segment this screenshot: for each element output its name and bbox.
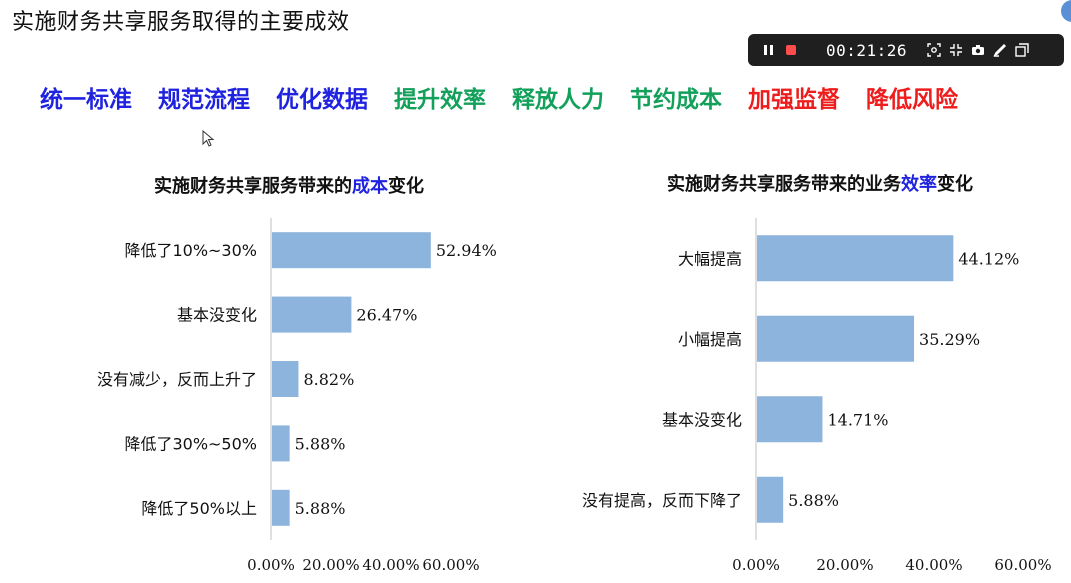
bar [272,361,299,397]
chart-title: 实施财务共享服务带来的成本变化 [154,175,424,197]
keyword-3: 优化数据 [276,87,368,113]
keyword-6: 节约成本 [630,87,722,113]
category-label: 没有提高，反而下降了 [582,491,742,510]
tick-label: 20.00% [816,556,873,574]
screenshot-region-icon[interactable] [923,39,945,61]
chart-title-part: 变化 [937,173,973,195]
keyword-2: 规范流程 [158,87,250,113]
keyword-8: 降低风险 [866,87,958,113]
data-label: 14.71% [827,410,888,429]
category-label: 降低了10%~30% [124,241,257,260]
data-label: 35.29% [919,330,980,349]
chart-title-part: 实施财务共享服务带来的 [154,175,352,197]
data-label: 26.47% [356,306,417,325]
tick-label: 60.00% [994,556,1051,574]
tick-label: 0.00% [732,556,780,574]
tick-label: 60.00% [422,556,479,574]
category-label: 基本没变化 [662,410,742,429]
bar [757,235,954,282]
chart-title: 实施财务共享服务带来的业务效率变化 [667,173,973,195]
keyword-4: 提升效率 [394,87,486,113]
stop-icon[interactable] [780,39,802,61]
keyword-7: 加强监督 [748,87,840,113]
tick-label: 20.00% [302,556,359,574]
category-label: 降低了30%~50% [124,434,257,453]
data-label: 52.94% [436,241,497,260]
tick-label: 0.00% [247,556,295,574]
tick-label: 40.00% [905,556,962,574]
bar [757,476,784,523]
collapse-icon[interactable] [945,39,967,61]
bar [272,232,431,269]
data-label: 5.88% [295,499,346,518]
chart-title-part: 实施财务共享服务带来的业务 [667,173,902,195]
pen-icon[interactable] [989,39,1011,61]
category-label: 降低了50%以上 [141,499,257,518]
keyword-1: 统一标准 [40,87,132,113]
chart-title-part: 成本 [352,175,388,197]
pause-icon[interactable] [758,39,780,61]
tick-label: 40.00% [362,556,419,574]
camera-icon[interactable] [967,39,989,61]
bar [272,296,352,333]
bar [757,396,823,443]
category-label: 大幅提高 [678,249,742,268]
floating-action-button[interactable] [1061,0,1071,22]
category-label: 没有减少，反而上升了 [97,370,257,389]
data-label: 8.82% [303,370,354,389]
bar [272,425,290,462]
mouse-pointer-icon [202,130,215,147]
keyword-5: 释放人力 [512,87,604,113]
recording-timer: 00:21:26 [826,40,908,60]
chart-title-part: 效率 [901,173,937,195]
keyword-row: 统一标准 规范流程 优化数据 提升效率 释放人力 节约成本 加强监督 降低风险 [40,80,984,113]
data-label: 5.88% [295,434,346,453]
window-icon[interactable] [1011,39,1033,61]
chart-title-part: 变化 [388,175,424,197]
category-label: 基本没变化 [177,306,257,325]
recording-toolbar: 00:21:26 [748,34,1064,66]
category-label: 小幅提高 [678,330,742,349]
bar [272,489,290,526]
bar [757,315,915,362]
data-label: 44.12% [958,249,1019,268]
data-label: 5.88% [788,491,839,510]
page-title: 实施财务共享服务取得的主要成效 [12,10,350,35]
